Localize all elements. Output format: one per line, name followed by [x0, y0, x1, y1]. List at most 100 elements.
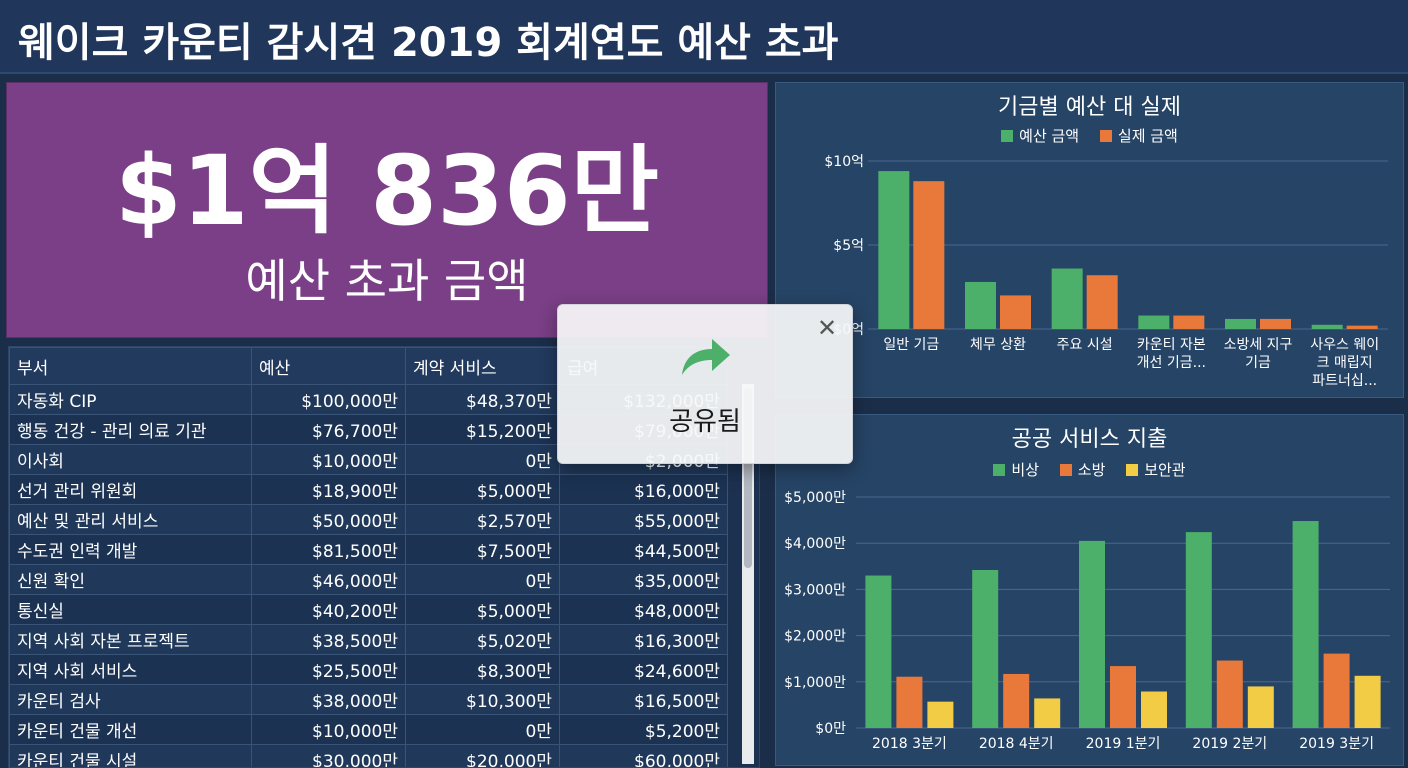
table-row[interactable]: 신원 확인 $46,000만 0만 $35,000만: [9, 564, 728, 595]
category-label: 소방세 지구: [1224, 337, 1293, 353]
amount-cell: $40,200만: [251, 594, 406, 625]
amount-cell: $5,200만: [559, 714, 728, 745]
table-body: 자동화 CIP$100,000만$48,370만$132,000만행동 건강 -…: [9, 384, 728, 767]
amount-cell: $38,500만: [251, 624, 406, 655]
table-row[interactable]: 통신실 $40,200만 $5,000만 $48,000만: [9, 594, 728, 625]
category-label: 체무 상환: [970, 337, 1026, 353]
legend-item-budget: 예산 금액: [1001, 125, 1079, 146]
y-tick-label: $5,000만: [784, 490, 846, 506]
table-scrollbar[interactable]: [742, 384, 754, 764]
table-row[interactable]: 카운티 건물 개선 $10,000만 0만 $5,200만: [9, 714, 728, 745]
category-label: 크 매립지: [1317, 355, 1373, 371]
amount-cell: $2,570만: [405, 504, 560, 535]
bar: [896, 676, 923, 728]
chart-title: 공공 서비스 지출: [1011, 427, 1168, 452]
share-arrow-icon: [682, 339, 730, 375]
department-table[interactable]: 부서 예산 계약 서비스 급여 자동화 CIP$100,000만$48,370만…: [8, 346, 760, 768]
category-label: 주요 시설: [1057, 337, 1113, 353]
bar: [1000, 295, 1031, 329]
category-label: 2019 1분기: [1086, 736, 1161, 752]
category-label: 파트너십...: [1312, 373, 1377, 389]
bar: [1173, 315, 1205, 329]
page-title: 웨이크 카운티 감시견 2019 회계연도 예산 초과: [18, 20, 839, 66]
bar: [865, 575, 892, 728]
category-label: 2019 2분기: [1192, 736, 1267, 752]
chart-legend: 예산 금액 실제 금액: [776, 125, 1403, 146]
bar: [1051, 268, 1083, 329]
department-name-cell: 카운티 건물 시설: [9, 744, 252, 767]
amount-cell: $10,300만: [405, 684, 560, 715]
legend-item-fire: 소방: [1059, 459, 1105, 480]
amount-cell: $16,500만: [559, 684, 728, 715]
bar: [1141, 691, 1167, 728]
department-name-cell: 예산 및 관리 서비스: [9, 504, 252, 535]
table-row[interactable]: 수도권 인력 개발 $81,500만 $7,500만 $44,500만: [9, 534, 728, 565]
bar: [1003, 673, 1030, 728]
amount-cell: $25,500만: [251, 654, 406, 685]
bar: [878, 171, 910, 329]
amount-cell: $8,300만: [405, 654, 560, 685]
table-row[interactable]: 카운티 검사 $38,000만 $10,300만 $16,500만: [9, 684, 728, 715]
close-icon[interactable]: ✕: [816, 314, 838, 342]
kpi-card: $1억 836만 예산 초과 금액: [6, 82, 768, 338]
amount-cell: $16,000만: [559, 474, 728, 505]
amount-cell: $81,500만: [251, 534, 406, 565]
legend-swatch-yellow: [1126, 464, 1139, 476]
bar: [1260, 318, 1291, 329]
bar: [1216, 660, 1243, 728]
bar: [1086, 275, 1118, 329]
y-tick-label: $1,000만: [784, 675, 846, 691]
amount-cell: $100,000만: [251, 384, 406, 415]
legend-item-sheriff: 보안관: [1126, 459, 1186, 480]
department-name-cell: 지역 사회 자본 프로젝트: [9, 624, 252, 655]
bar: [965, 281, 996, 329]
y-tick-label: $0만: [815, 721, 846, 737]
column-header-budget[interactable]: 예산: [251, 347, 406, 385]
bar: [1225, 318, 1256, 329]
column-header-department[interactable]: 부서: [9, 347, 252, 385]
amount-cell: $50,000만: [251, 504, 406, 535]
legend-item-emergency: 비상: [993, 459, 1039, 480]
bar: [1079, 540, 1105, 728]
amount-cell: $10,000만: [251, 444, 406, 475]
category-label: 일반 기금: [883, 337, 939, 353]
y-tick-label: $2,000만: [784, 629, 846, 645]
amount-cell: $30,000만: [251, 744, 406, 767]
bar: [1311, 324, 1343, 329]
table-row[interactable]: 지역 사회 자본 프로젝트 $38,500만 $5,020만 $16,300만: [9, 624, 728, 655]
kpi-value: $1억 836만: [114, 135, 660, 247]
title-bar: 웨이크 카운티 감시견 2019 회계연도 예산 초과: [0, 0, 1408, 74]
amount-cell: $24,600만: [559, 654, 728, 685]
department-name-cell: 통신실: [9, 594, 252, 625]
table-row[interactable]: 예산 및 관리 서비스 $50,000만 $2,570만 $55,000만: [9, 504, 728, 535]
chart-legend: 비상 소방 보안관: [776, 459, 1403, 480]
category-label: 2019 3분기: [1299, 736, 1374, 752]
department-name-cell: 선거 관리 위원회: [9, 474, 252, 505]
column-header-contract-services[interactable]: 계약 서비스: [405, 347, 560, 385]
legend-item-actual: 실제 금액: [1099, 125, 1178, 146]
legend-swatch-orange: [1099, 130, 1112, 142]
bar: [1185, 532, 1212, 728]
amount-cell: $7,500만: [405, 534, 560, 565]
y-tick-label: $10억: [824, 154, 864, 170]
budget-table: 부서 예산 계약 서비스 급여 자동화 CIP$100,000만$48,370만…: [9, 347, 728, 767]
category-label: 기금: [1245, 355, 1271, 371]
bar: [1110, 666, 1136, 728]
table-row[interactable]: 선거 관리 위원회 $18,900만 $5,000만 $16,000만: [9, 474, 728, 505]
bar: [1247, 686, 1274, 728]
amount-cell: $46,000만: [251, 564, 406, 595]
table-row[interactable]: 지역 사회 서비스 $25,500만 $8,300만 $24,600만: [9, 654, 728, 685]
department-name-cell: 카운티 검사: [9, 684, 252, 715]
department-name-cell: 수도권 인력 개발: [9, 534, 252, 565]
legend-swatch-orange: [1059, 464, 1072, 476]
amount-cell: $60,000만: [559, 744, 728, 767]
scrollbar-thumb[interactable]: [744, 388, 752, 568]
table-row[interactable]: 카운티 건물 시설 $30,000만 $20,000만 $60,000만: [9, 744, 728, 767]
public-service-bar-chart: $0만 $1,000만 $2,000만 $3,000만 $4,000만 $5,000만 20…: [784, 490, 1390, 752]
legend-label: 보안관: [1144, 461, 1186, 479]
category-label: 2018 4분기: [979, 736, 1054, 752]
chart-title: 기금별 예산 대 실제: [998, 95, 1181, 120]
bar: [1354, 675, 1381, 728]
amount-cell: $5,000만: [405, 474, 560, 505]
